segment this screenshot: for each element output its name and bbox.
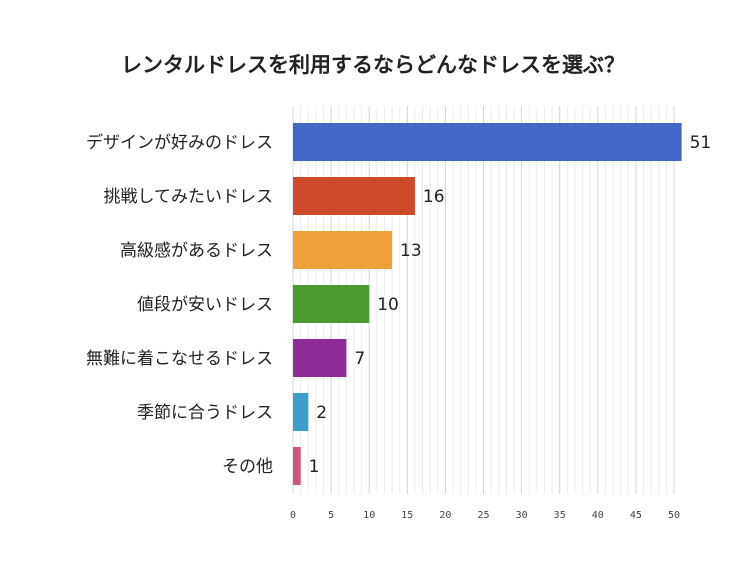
bar <box>293 393 309 431</box>
category-label: デザインが好みのドレス <box>86 132 273 153</box>
x-tick-label: 25 <box>477 510 489 521</box>
gridlines <box>292 106 675 494</box>
category-label: 無難に着こなせるドレス <box>86 349 273 369</box>
bar <box>293 447 301 485</box>
bar <box>293 123 682 161</box>
category-labels: デザインが好みのドレス挑戦してみたいドレス高級感があるドレス値段が安いドレス無難… <box>86 132 273 477</box>
data-labels: 51 16 13 10 7 2 1 <box>309 133 712 477</box>
chart-title: レンタルドレスを利用するならどんなドレスを選ぶ？ <box>121 53 625 77</box>
category-label: 挑戦してみたいドレス <box>104 187 274 207</box>
category-label: 値段が安いドレス <box>137 295 273 315</box>
data-label: 1 <box>309 457 320 477</box>
bars <box>293 123 682 485</box>
category-label: 季節に合うドレス <box>137 403 273 423</box>
data-label: 51 <box>690 133 712 153</box>
bar <box>293 177 415 215</box>
x-tick-label: 35 <box>554 510 566 521</box>
data-label: 2 <box>316 403 327 423</box>
x-tick-label: 10 <box>363 510 375 521</box>
x-tick-label: 5 <box>328 510 334 521</box>
bar <box>293 339 347 377</box>
x-tick-label: 0 <box>290 510 296 521</box>
x-tick-label: 50 <box>668 510 680 521</box>
data-label: 13 <box>400 241 422 261</box>
x-tick-label: 45 <box>630 510 642 521</box>
category-label: その他 <box>222 457 273 477</box>
bar <box>293 285 370 323</box>
x-tick-label: 20 <box>439 510 451 521</box>
data-label: 7 <box>354 349 365 369</box>
data-label: 16 <box>423 187 445 207</box>
category-label: 高級感があるドレス <box>120 241 273 261</box>
x-tick-label: 15 <box>401 510 413 521</box>
x-tick-label: 30 <box>516 510 528 521</box>
data-label: 10 <box>377 295 399 315</box>
x-axis-ticks: 0 5 10 15 20 25 30 35 40 45 50 <box>290 510 680 521</box>
bar <box>293 231 393 269</box>
x-tick-label: 40 <box>592 510 604 521</box>
